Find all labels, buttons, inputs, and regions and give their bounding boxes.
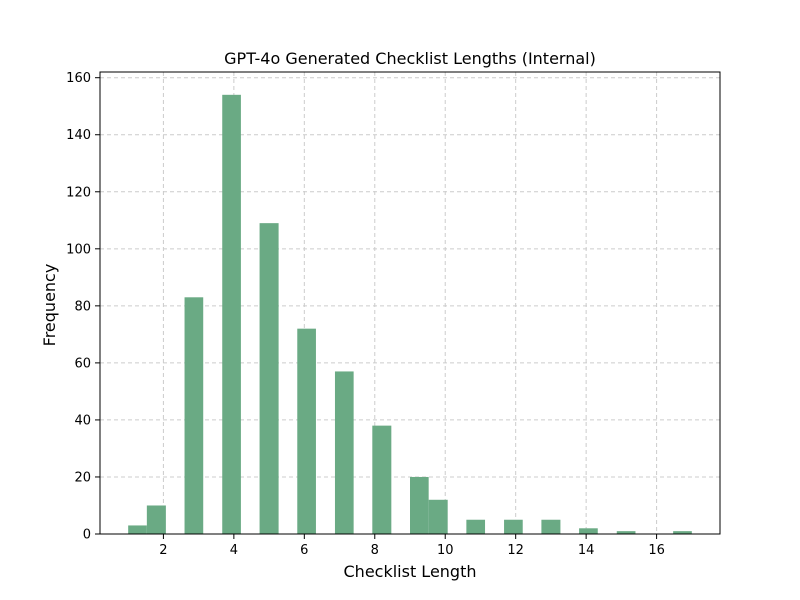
axes-layer	[99, 71, 721, 535]
chart-title: GPT-4o Generated Checklist Lengths (Inte…	[224, 49, 596, 68]
histogram-bar	[616, 531, 636, 534]
histogram-bar	[541, 519, 561, 534]
histogram-bar	[259, 223, 279, 535]
plot-frame	[99, 71, 721, 535]
histogram-bar	[297, 328, 316, 534]
y-axis-title: Frequency	[40, 264, 59, 347]
histogram-bar	[184, 297, 204, 534]
histogram-bar	[410, 476, 429, 534]
histogram-bar	[428, 499, 448, 534]
y-tick-label: 140	[66, 128, 91, 143]
x-tick-label: 6	[300, 543, 308, 558]
y-tick-label: 60	[74, 356, 91, 371]
histogram-bar	[673, 531, 692, 534]
histogram-bar	[128, 525, 147, 534]
x-tick-label: 12	[507, 543, 524, 558]
histogram-bar	[466, 519, 486, 534]
histogram-bar	[146, 505, 166, 534]
x-tick-label: 10	[437, 543, 454, 558]
y-tick-label: 20	[74, 470, 91, 485]
x-tick-label: 8	[371, 543, 379, 558]
y-tick-label: 0	[83, 528, 91, 543]
x-tick-label: 16	[648, 543, 665, 558]
y-tick-label: 160	[66, 71, 91, 86]
x-axis-title: Checklist Length	[344, 562, 477, 581]
y-tick-label: 100	[66, 242, 91, 257]
histogram-bar	[222, 94, 241, 534]
histogram-bar	[579, 528, 598, 534]
y-tick-label: 40	[74, 413, 91, 428]
y-tick-label: 120	[66, 185, 91, 200]
histogram-bar	[334, 371, 354, 534]
y-tick-label: 80	[74, 299, 91, 314]
bars-layer	[128, 94, 692, 535]
x-tick-label: 4	[230, 543, 238, 558]
histogram-bar	[372, 425, 392, 534]
histogram-bar	[504, 519, 523, 534]
x-tick-label: 14	[578, 543, 595, 558]
x-tick-label: 2	[159, 543, 167, 558]
